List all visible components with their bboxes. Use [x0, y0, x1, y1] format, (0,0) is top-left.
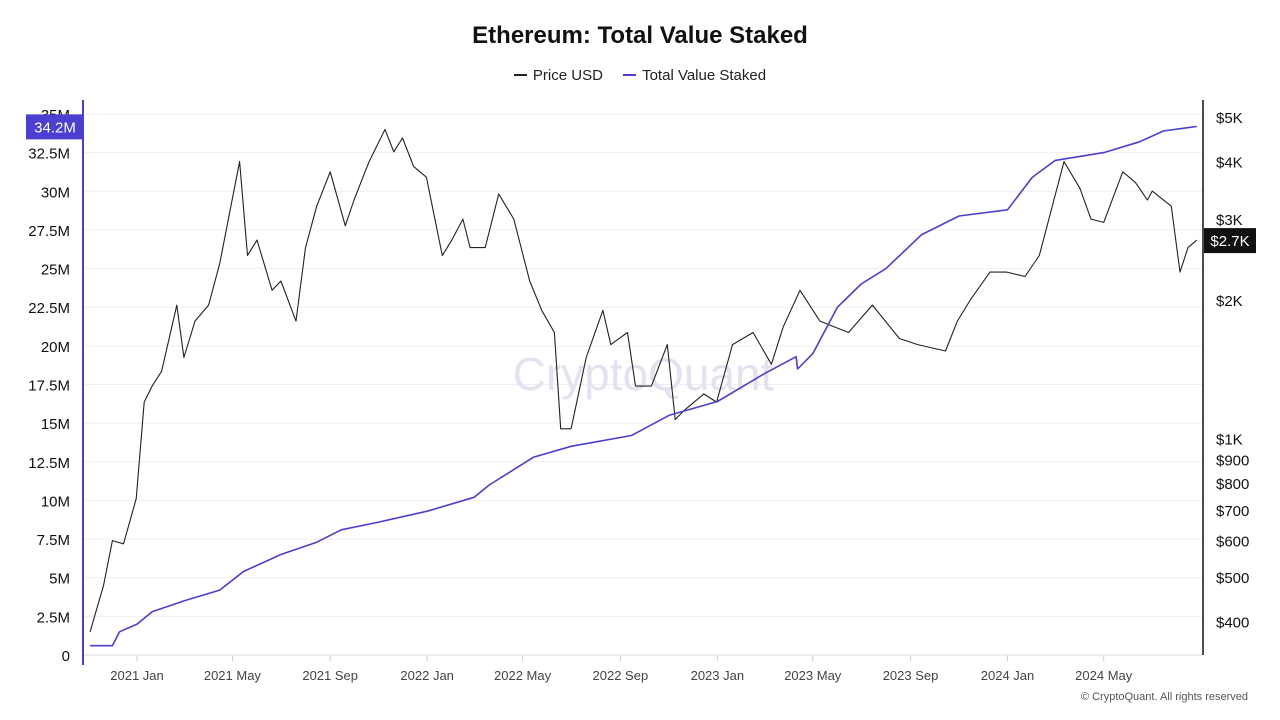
y-right-tick-label: $800 — [1216, 476, 1249, 493]
legend: Price USD Total Value Staked — [0, 63, 1280, 84]
x-tick-label: 2021 Sep — [302, 668, 358, 683]
y-right-tick-label: $2K — [1216, 293, 1243, 310]
y-right-tick-label: $700 — [1216, 503, 1249, 520]
x-tick-label: 2023 Sep — [883, 668, 939, 683]
y-left-tick-label: 7.5M — [37, 532, 70, 549]
x-tick-label: 2024 May — [1075, 668, 1133, 683]
y-left-tick-label: 25M — [41, 262, 70, 279]
legend-label: Total Value Staked — [642, 66, 767, 84]
y-left-tick-label: 15M — [41, 416, 70, 433]
x-tick-label: 2022 May — [494, 668, 552, 683]
legend-swatch — [513, 74, 527, 76]
current-price-label: $2.7K — [1210, 233, 1249, 250]
legend-item-price[interactable]: Price USD — [513, 66, 603, 84]
chart-title: Ethereum: Total Value Staked — [472, 22, 808, 49]
y-right-tick-label: $900 — [1216, 453, 1249, 470]
x-tick-label: 2023 Jan — [691, 668, 745, 683]
y-left-tick-label: 10M — [41, 493, 70, 510]
x-tick-label: 2024 Jan — [981, 668, 1035, 683]
legend-swatch — [623, 74, 637, 76]
x-tick-label: 2023 May — [784, 668, 842, 683]
y-right-tick-label: $5K — [1216, 110, 1243, 127]
y-left-tick-label: 2.5M — [37, 609, 70, 626]
price-usd-line — [89, 128, 1198, 632]
y-left-tick-label: 27.5M — [28, 223, 70, 240]
y-left-tick-label: 5M — [49, 571, 70, 588]
y-right-tick-label: $600 — [1216, 534, 1249, 551]
y-left-tick-label: 12.5M — [28, 455, 70, 472]
legend-item-tvs[interactable]: Total Value Staked — [623, 67, 766, 84]
current-price-tag — [1204, 228, 1256, 254]
total-value-staked-line — [90, 125, 1197, 647]
copyright: © CryptoQuant. All rights reserved — [1080, 691, 1248, 703]
y-left-tick-label: 17.5M — [28, 378, 70, 395]
y-right-tick-label: $400 — [1216, 615, 1249, 632]
y-left-tick-label: 30M — [41, 184, 70, 201]
y-left-tick-label: 0 — [62, 648, 70, 665]
y-left-tick-label: 32.5M — [28, 146, 70, 163]
y-right-tick-label: $1K — [1216, 432, 1243, 449]
x-tick-label: 2021 Jan — [110, 668, 164, 683]
legend-label: Price USD — [532, 66, 603, 84]
y-right-tick-label: $3K — [1216, 212, 1243, 229]
x-tick-label: 2022 Jan — [400, 668, 454, 683]
y-left-tick-label: 22.5M — [28, 300, 70, 317]
x-tick-label: 2021 May — [204, 668, 262, 683]
current-tvs-label: 34.2M — [34, 119, 76, 136]
current-tvs-tag — [26, 114, 83, 140]
y-right-tick-label: $500 — [1216, 570, 1249, 587]
x-tick-label: 2022 Sep — [593, 668, 649, 683]
y-left-tick-label: 20M — [41, 339, 70, 356]
y-right-tick-label: $4K — [1216, 155, 1243, 172]
